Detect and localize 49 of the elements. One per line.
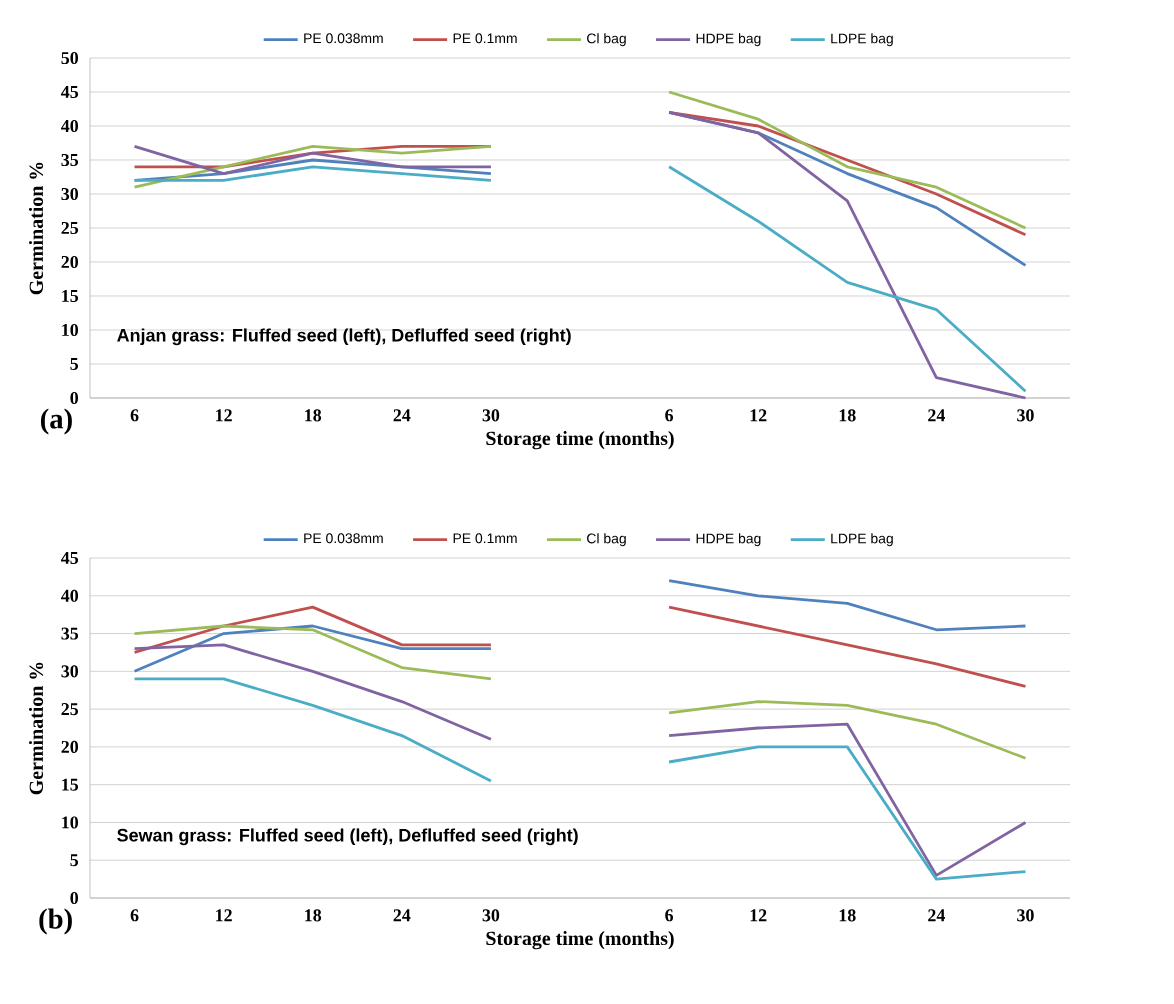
x-tick-label: 6 (665, 909, 674, 922)
y-tick-label: 15 (62, 289, 79, 303)
y-tick-label: 0 (70, 391, 79, 405)
annotation: Sewan grass: Fluffed seed (left), Defluffed seed (right) (117, 828, 578, 846)
y-axis-title: Germination % (28, 162, 44, 295)
x-tick-label: 12 (750, 409, 767, 422)
x-tick-label: 30 (482, 909, 500, 922)
x-tick-label: 12 (216, 409, 232, 422)
y-tick-label: 5 (70, 854, 79, 867)
x-tick-label: 18 (305, 909, 322, 922)
y-tick-label: 10 (62, 323, 79, 337)
x-tick-label: 18 (839, 909, 856, 922)
y-tick-label: 25 (61, 703, 79, 716)
y-tick-label: 35 (61, 627, 79, 640)
y-tick-label: 30 (61, 665, 79, 678)
y-tick-label: 45 (61, 86, 79, 98)
x-tick-label: 6 (130, 409, 139, 422)
y-tick-label: 15 (62, 778, 79, 791)
y-tick-label: 40 (61, 119, 79, 133)
y-tick-label: 5 (70, 358, 79, 370)
text: (a) (40, 408, 72, 435)
y-tick-label: 30 (61, 187, 79, 201)
annotation: Anjan grass: Fluffed seed (left), Defluffed seed (right) (117, 328, 571, 346)
x-tick-label: 12 (750, 909, 767, 922)
y-tick-label: 20 (61, 255, 79, 269)
y-tick-label: 45 (61, 552, 79, 565)
y-tick-label: 20 (61, 740, 79, 753)
x-tick-label: 30 (482, 409, 500, 422)
x-tick-label: 30 (1017, 409, 1034, 422)
x-tick-label: 24 (393, 409, 411, 422)
y-axis-title: Germination % (28, 662, 44, 795)
y-tick-label: 35 (61, 153, 79, 167)
x-tick-label: 24 (393, 909, 411, 922)
x-tick-label: 6 (130, 909, 139, 922)
x-axis-title: Storage time (months) (486, 931, 674, 950)
y-tick-label: 50 (61, 51, 79, 65)
text: (b) (39, 908, 72, 935)
y-tick-label: 40 (61, 589, 79, 602)
x-axis-title: Storage time (months) (486, 431, 674, 450)
x-tick-label: 12 (216, 909, 232, 922)
x-tick-label: 30 (1017, 909, 1034, 922)
y-tick-label: 25 (61, 221, 79, 235)
x-tick-label: 6 (665, 409, 674, 422)
x-tick-label: 18 (305, 409, 322, 422)
x-tick-label: 24 (928, 409, 945, 422)
x-tick-label: 18 (839, 409, 856, 422)
x-tick-label: 24 (928, 909, 945, 922)
y-tick-label: 10 (62, 816, 79, 829)
y-tick-label: 0 (70, 891, 79, 905)
